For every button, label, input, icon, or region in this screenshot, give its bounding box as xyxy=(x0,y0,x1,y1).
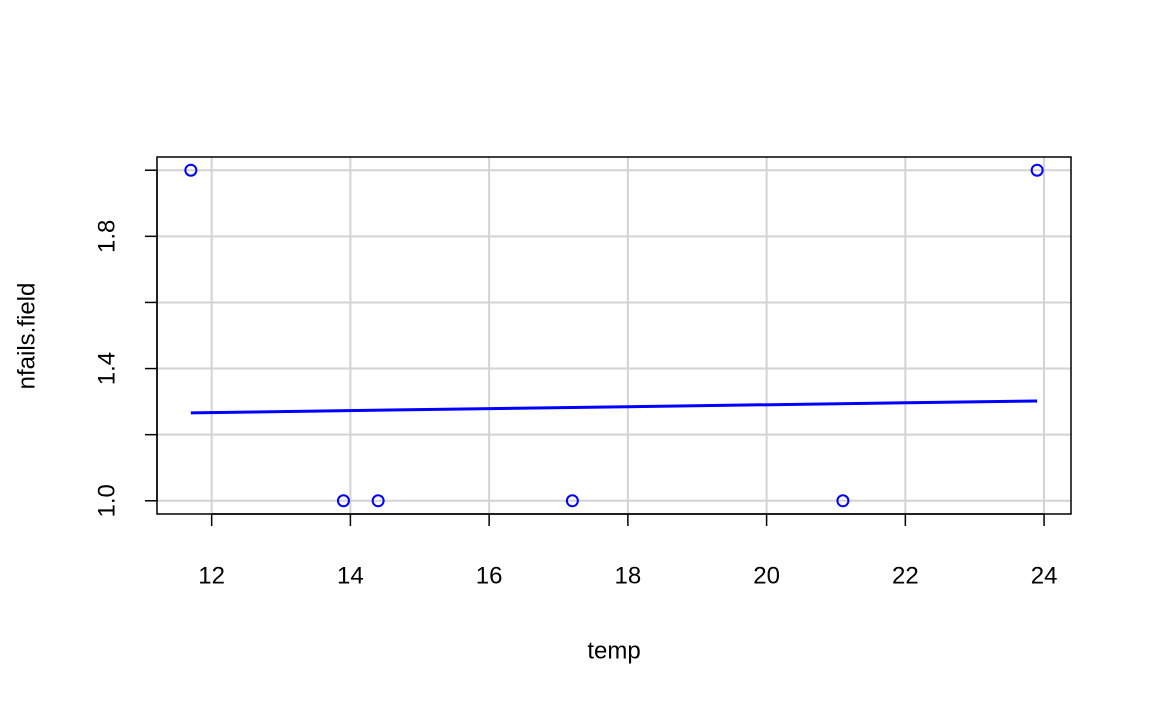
y-tick-label: 1.4 xyxy=(93,352,120,385)
fit-line xyxy=(190,399,1038,415)
point xyxy=(1030,163,1044,177)
x-tick-label: 12 xyxy=(198,562,225,589)
x-tick-label: 18 xyxy=(615,562,642,589)
x-axis-label: temp xyxy=(587,637,640,664)
point xyxy=(336,494,350,508)
y-tick-label: 1.8 xyxy=(93,220,120,253)
x-tick-label: 22 xyxy=(892,562,919,589)
x-tick-label: 24 xyxy=(1031,562,1058,589)
y-axis-label: nfails.field xyxy=(13,283,40,390)
point xyxy=(565,494,579,508)
plot-frame xyxy=(156,156,1072,515)
point xyxy=(371,494,385,508)
point xyxy=(184,163,198,177)
x-tick-label: 20 xyxy=(753,562,780,589)
y-tick-label: 1.0 xyxy=(93,484,120,517)
x-tick-label: 14 xyxy=(337,562,364,589)
point xyxy=(836,494,850,508)
x-tick-label: 16 xyxy=(476,562,503,589)
